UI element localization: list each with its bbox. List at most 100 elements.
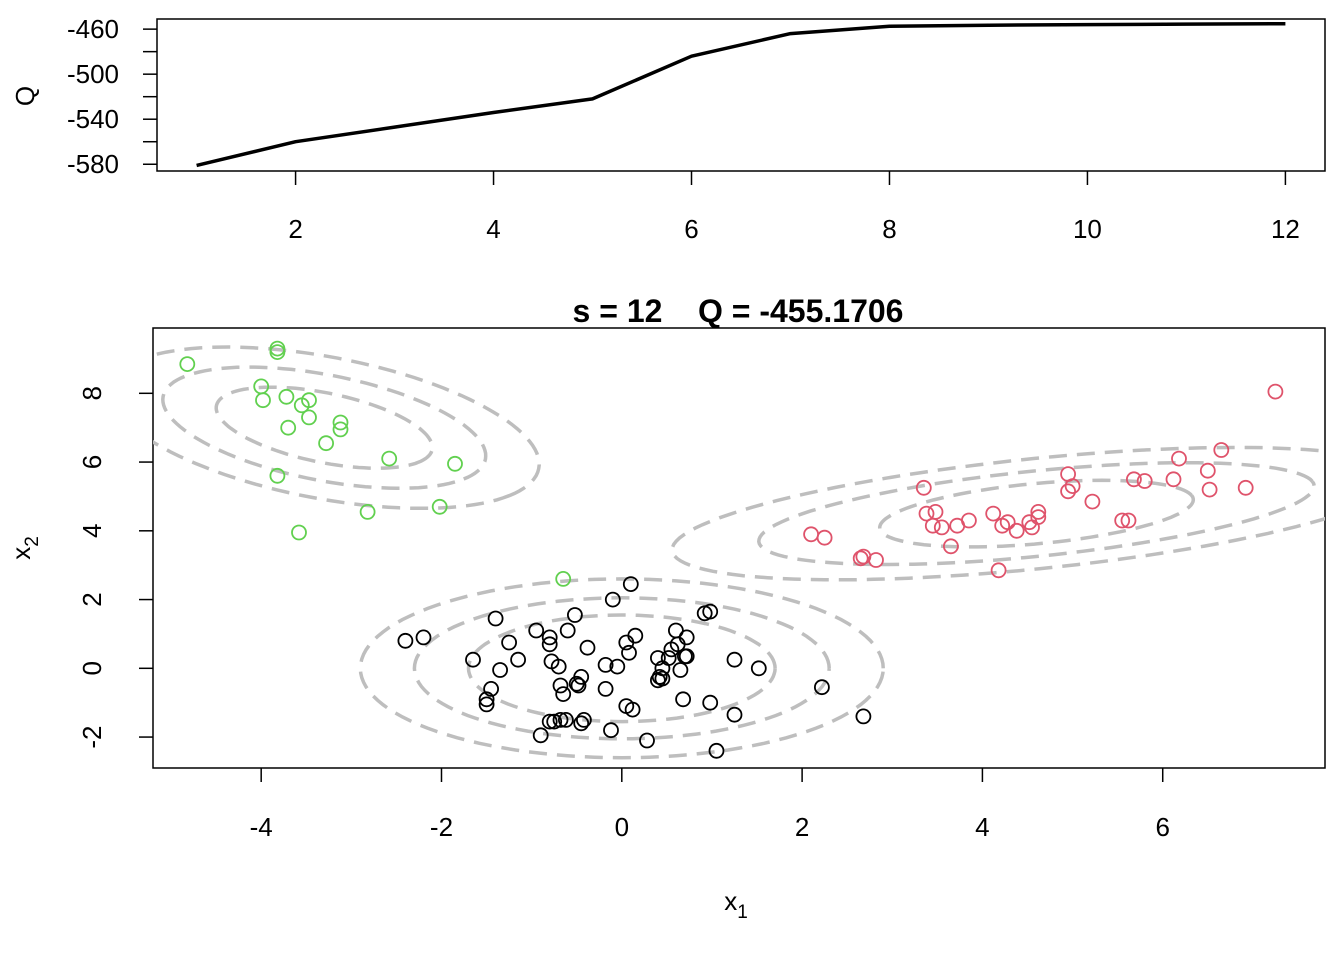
scatter-y-tick-label: 8: [77, 386, 107, 400]
data-point: [492, 662, 509, 678]
data-point: [541, 713, 558, 730]
data-point: [675, 691, 691, 708]
data-point: [1237, 479, 1254, 496]
data-point: [814, 679, 830, 696]
scatter-y-axis-label-main: x: [6, 547, 36, 560]
data-point: [1064, 478, 1081, 495]
q-trace-y-axis: -460 -500 -540 -580: [67, 14, 157, 179]
data-point: [1126, 471, 1142, 488]
q-trace-y-tick-label: -580: [67, 149, 119, 179]
data-point: [359, 503, 376, 520]
contour-ellipse: [358, 577, 885, 760]
data-point: [1201, 481, 1218, 498]
data-point: [660, 650, 677, 666]
q-trace-x-axis: 2 4 6 8 10 12: [288, 171, 1300, 244]
data-point: [550, 658, 567, 675]
scatter-x-axis-label: x1: [724, 886, 748, 923]
data-point: [1136, 473, 1153, 489]
scatter-points: [179, 340, 1284, 759]
scatter-x-axis-label-main: x: [724, 886, 737, 916]
data-point: [478, 691, 495, 708]
data-point: [487, 610, 504, 627]
data-point: [1030, 503, 1047, 520]
data-point: [1060, 483, 1076, 500]
data-point: [651, 669, 668, 685]
data-point: [552, 677, 569, 694]
data-point: [301, 392, 317, 409]
q-trace-x-tick-label: 4: [486, 214, 500, 244]
data-point: [726, 706, 743, 723]
scatter-y-axis: -2 0 2 4 6 8: [77, 386, 153, 749]
data-point: [278, 388, 295, 405]
data-point: [933, 519, 950, 536]
scatter-y-axis-label: x2: [6, 536, 43, 560]
data-point: [618, 634, 635, 651]
scatter-title: s = 12 Q = -455.1706: [573, 293, 904, 329]
data-point: [269, 467, 286, 484]
contour-ellipse: [153, 345, 541, 511]
q-trace-x-tick-label: 8: [882, 214, 896, 244]
scatter-y-tick-label: 2: [77, 592, 107, 606]
data-point: [604, 591, 621, 608]
data-point: [332, 421, 349, 438]
data-point: [1084, 493, 1101, 510]
data-point: [1114, 512, 1131, 529]
scatter-x-axis-label-sub: 1: [737, 902, 748, 923]
data-point: [280, 419, 297, 436]
q-trace-plot-frame: [156, 18, 1326, 172]
data-point: [627, 627, 644, 644]
data-point: [541, 629, 558, 646]
data-point: [528, 622, 545, 639]
contour-ellipses: [153, 345, 1325, 760]
data-point: [567, 607, 583, 623]
data-point: [332, 414, 349, 431]
data-point: [415, 629, 432, 646]
data-point: [1008, 522, 1025, 539]
data-point: [501, 634, 518, 651]
data-point: [654, 670, 671, 687]
data-point: [918, 505, 935, 522]
data-point: [1030, 509, 1047, 525]
data-point: [1171, 450, 1187, 467]
q-trace-y-axis-label: Q: [10, 86, 40, 106]
data-point: [678, 629, 695, 646]
data-point: [999, 514, 1016, 531]
contour-ellipse: [412, 596, 831, 741]
data-point: [291, 524, 307, 541]
data-point: [622, 576, 639, 592]
q-trace-y-tick-label: -500: [67, 59, 119, 89]
data-point: [541, 636, 558, 653]
data-point: [855, 708, 872, 725]
data-point: [603, 722, 619, 739]
data-point: [803, 526, 819, 543]
data-point: [1267, 383, 1284, 400]
data-point: [650, 650, 666, 666]
q-trace-x-tick-label: 2: [288, 214, 302, 244]
scatter-y-tick-label: 4: [77, 524, 107, 538]
data-point: [639, 732, 655, 749]
data-point: [678, 648, 695, 665]
data-point: [579, 639, 596, 656]
data-point: [465, 651, 481, 668]
q-trace-x-tick-label: 6: [684, 214, 698, 244]
data-point: [558, 712, 574, 728]
scatter-y-tick-label: 0: [77, 661, 107, 675]
data-point: [546, 713, 563, 730]
data-point: [927, 503, 944, 520]
data-point: [1024, 519, 1040, 536]
data-point: [852, 550, 869, 567]
scatter-x-axis: -4 -2 0 2 4 6: [250, 768, 1170, 842]
contour-ellipse: [161, 365, 488, 491]
data-point: [816, 529, 833, 546]
data-point: [915, 479, 932, 496]
data-point: [576, 712, 592, 728]
data-point: [702, 603, 719, 620]
scatter-x-tick-label: -4: [250, 812, 273, 842]
data-point: [1165, 471, 1182, 488]
scatter-plot-frame: [152, 327, 1326, 769]
data-point: [559, 622, 576, 639]
q-trace-y-tick-label: -460: [67, 14, 119, 44]
scatter-title-gap: [662, 293, 698, 329]
scatter-y-axis-label-sub: 2: [22, 536, 43, 547]
